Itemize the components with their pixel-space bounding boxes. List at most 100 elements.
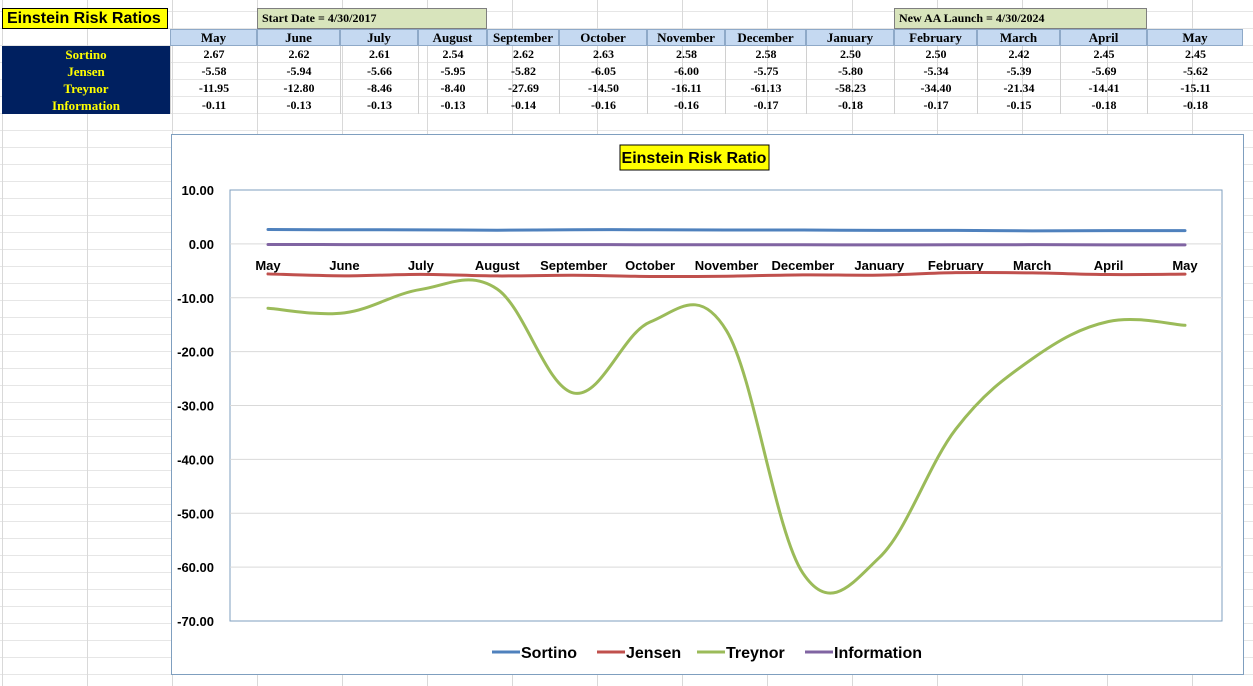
- chart-area[interactable]: Einstein Risk Ratio 10.00 0.00 -10.00 -20.0…: [171, 134, 1244, 675]
- y-tick-label: -70.00: [177, 614, 214, 629]
- legend-item-information[interactable]: Information: [805, 645, 922, 662]
- value-cell[interactable]: -12.80: [257, 80, 340, 97]
- value-cell[interactable]: 2.45: [1060, 46, 1147, 63]
- month-header[interactable]: February: [894, 29, 977, 46]
- month-header[interactable]: May: [170, 29, 257, 46]
- start-date-note[interactable]: Start Date = 4/30/2017: [257, 8, 487, 29]
- x-tick-label: May: [1172, 258, 1198, 273]
- y-tick-label: 0.00: [189, 237, 214, 252]
- month-header[interactable]: October: [559, 29, 647, 46]
- value-cell[interactable]: -5.58: [170, 63, 257, 80]
- x-tick-label: May: [255, 258, 281, 273]
- value-cell[interactable]: -5.39: [977, 63, 1060, 80]
- value-cell[interactable]: -5.75: [725, 63, 806, 80]
- value-cell[interactable]: -14.41: [1060, 80, 1147, 97]
- sheet-title[interactable]: Einstein Risk Ratios: [2, 8, 168, 29]
- y-tick-label: -30.00: [177, 399, 214, 414]
- value-cell[interactable]: 2.54: [418, 46, 487, 63]
- chart-title-box: [619, 144, 770, 171]
- value-cell[interactable]: -0.16: [559, 97, 647, 114]
- month-header[interactable]: September: [487, 29, 559, 46]
- value-cell[interactable]: -6.00: [647, 63, 725, 80]
- row-label-jensen[interactable]: Jensen: [2, 63, 170, 80]
- month-header[interactable]: May: [1147, 29, 1243, 46]
- value-cell[interactable]: 2.58: [725, 46, 806, 63]
- value-cell[interactable]: 2.50: [806, 46, 894, 63]
- legend-item-jensen[interactable]: Jensen: [597, 645, 681, 662]
- value-cell[interactable]: -0.11: [170, 97, 257, 114]
- row-label-sortino[interactable]: Sortino: [2, 46, 170, 63]
- value-cell[interactable]: -5.69: [1060, 63, 1147, 80]
- series-line-treynor[interactable]: [266, 278, 1187, 595]
- value-cell[interactable]: -8.40: [418, 80, 487, 97]
- value-cell[interactable]: 2.42: [977, 46, 1060, 63]
- value-cell[interactable]: 2.58: [647, 46, 725, 63]
- value-cell[interactable]: 2.62: [257, 46, 340, 63]
- value-cell[interactable]: 2.50: [894, 46, 977, 63]
- value-cell[interactable]: -0.17: [894, 97, 977, 114]
- y-tick-label: -20.00: [177, 345, 214, 360]
- value-cell[interactable]: -14.50: [559, 80, 647, 97]
- row-label-treynor[interactable]: Treynor: [2, 80, 170, 97]
- month-header[interactable]: July: [340, 29, 418, 46]
- month-header[interactable]: December: [725, 29, 806, 46]
- value-cell[interactable]: -0.18: [1147, 97, 1243, 114]
- value-cell[interactable]: -5.82: [487, 63, 559, 80]
- value-cell[interactable]: -6.05: [559, 63, 647, 80]
- value-cell[interactable]: -0.15: [977, 97, 1060, 114]
- value-cell[interactable]: 2.61: [340, 46, 418, 63]
- x-tick-label: April: [1094, 258, 1124, 273]
- row-label-information[interactable]: Information: [2, 97, 170, 114]
- x-tick-label: July: [408, 258, 435, 273]
- legend-label: Treynor: [726, 645, 785, 662]
- month-header[interactable]: November: [647, 29, 725, 46]
- month-header[interactable]: August: [418, 29, 487, 46]
- value-cell[interactable]: -34.40: [894, 80, 977, 97]
- launch-note[interactable]: New AA Launch = 4/30/2024: [894, 8, 1147, 29]
- value-cell[interactable]: -16.11: [647, 80, 725, 97]
- value-cell[interactable]: -0.18: [806, 97, 894, 114]
- value-cell[interactable]: -5.62: [1147, 63, 1243, 80]
- series-line-jensen[interactable]: [266, 270, 1187, 279]
- y-tick-label: -60.00: [177, 560, 214, 575]
- series-line-sortino[interactable]: [266, 227, 1187, 233]
- value-cell[interactable]: -21.34: [977, 80, 1060, 97]
- month-header[interactable]: June: [257, 29, 340, 46]
- value-cell[interactable]: -8.46: [340, 80, 418, 97]
- line-chart: Einstein Risk Ratio 10.00 0.00 -10.00 -20.0…: [177, 144, 1223, 662]
- value-cell[interactable]: -0.18: [1060, 97, 1147, 114]
- month-header[interactable]: March: [977, 29, 1060, 46]
- value-cell[interactable]: 2.63: [559, 46, 647, 63]
- value-cell[interactable]: -27.69: [487, 80, 559, 97]
- x-tick-label: August: [475, 258, 520, 273]
- value-cell[interactable]: -0.14: [487, 97, 559, 114]
- value-cell[interactable]: -5.80: [806, 63, 894, 80]
- value-cell[interactable]: 2.62: [487, 46, 559, 63]
- x-tick-label: November: [695, 258, 759, 273]
- y-tick-label: -40.00: [177, 452, 214, 467]
- value-cell[interactable]: 2.45: [1147, 46, 1243, 63]
- value-cell[interactable]: -58.23: [806, 80, 894, 97]
- value-cell[interactable]: -0.13: [418, 97, 487, 114]
- value-cell[interactable]: -5.34: [894, 63, 977, 80]
- value-cell[interactable]: 2.67: [170, 46, 257, 63]
- value-cell[interactable]: -15.11: [1147, 80, 1243, 97]
- chart-title: Einstein Risk Ratio: [622, 150, 767, 167]
- value-cell[interactable]: -0.13: [340, 97, 418, 114]
- x-tick-label: February: [928, 258, 984, 273]
- value-cell[interactable]: -61.13: [725, 80, 806, 97]
- value-cell[interactable]: -11.95: [170, 80, 257, 97]
- legend-item-treynor[interactable]: Treynor: [697, 645, 785, 662]
- value-cell[interactable]: -5.66: [340, 63, 418, 80]
- value-cell[interactable]: -0.13: [257, 97, 340, 114]
- value-cell[interactable]: -0.16: [647, 97, 725, 114]
- value-cell[interactable]: -5.94: [257, 63, 340, 80]
- value-cell[interactable]: -0.17: [725, 97, 806, 114]
- legend-item-sortino[interactable]: Sortino: [492, 645, 577, 662]
- series-lines: [266, 227, 1187, 595]
- month-header[interactable]: April: [1060, 29, 1147, 46]
- x-axis: May June July August September October Novembe…: [255, 258, 1198, 273]
- month-header[interactable]: January: [806, 29, 894, 46]
- y-tick-label: -50.00: [177, 506, 214, 521]
- value-cell[interactable]: -5.95: [418, 63, 487, 80]
